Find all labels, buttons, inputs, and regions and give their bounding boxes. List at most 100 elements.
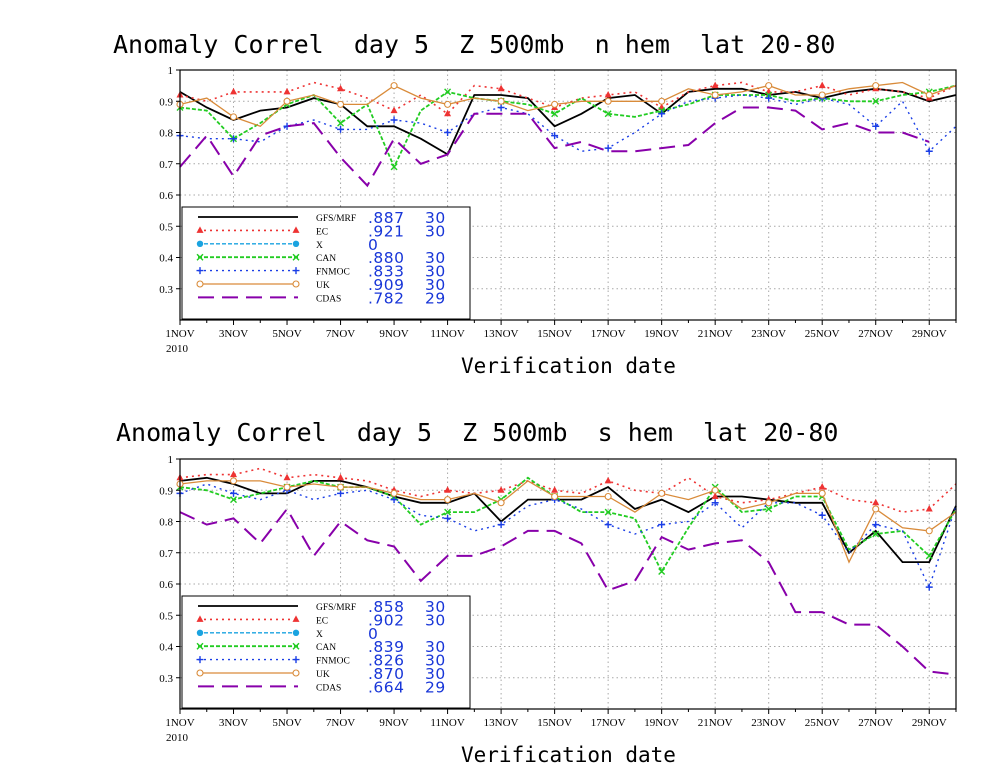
legend-series-name: UK xyxy=(316,670,330,680)
legend-mean-value: .870 xyxy=(368,665,405,683)
y-tick-label: 0.4 xyxy=(159,253,173,265)
data-point xyxy=(497,104,505,111)
x-tick-label: 9NOV xyxy=(379,328,408,340)
x-tick-label: 5NOV xyxy=(272,328,301,340)
data-point xyxy=(711,486,719,494)
x-tick-label: 19NOV xyxy=(644,328,679,340)
data-point xyxy=(925,505,933,512)
data-point xyxy=(444,514,452,522)
x-tick-label: 15NOV xyxy=(537,717,572,729)
x-tick-label: 9NOV xyxy=(379,717,408,729)
data-point xyxy=(925,91,933,99)
data-point xyxy=(765,94,773,102)
x-tick-label: 11NOV xyxy=(430,328,464,340)
series-line-uk xyxy=(179,81,957,128)
data-point xyxy=(765,505,773,513)
data-point xyxy=(658,97,666,105)
legend-series-name: GFS/MRF xyxy=(316,603,356,613)
series-line-gfs-mrf xyxy=(179,476,957,563)
data-point xyxy=(872,505,880,513)
legend-marker xyxy=(196,669,204,677)
legend: GFS/MRF .887 30 EC .921 30 X 0 CAN .880 30 FNMOC .83… xyxy=(181,206,471,320)
legend-series-name: CDAS xyxy=(316,294,341,304)
data-point xyxy=(497,486,505,493)
y-tick-label: 0.5 xyxy=(159,221,173,233)
legend-series-name: CAN xyxy=(316,254,336,264)
data-point xyxy=(925,527,933,535)
x-tick-label: 1NOV xyxy=(165,717,194,729)
y-tick-label: 0.8 xyxy=(159,128,173,140)
data-point xyxy=(604,476,612,484)
data-point xyxy=(390,489,398,497)
data-point xyxy=(818,81,826,89)
legend-series-name: EC xyxy=(316,616,328,626)
data-point xyxy=(711,499,719,507)
data-point xyxy=(337,489,345,497)
x-tick-label: 27NOV xyxy=(858,328,893,340)
x-axis-title: Verification date xyxy=(461,354,676,378)
x-axis-year-label: 2010 xyxy=(166,732,189,744)
data-point xyxy=(337,84,345,92)
data-point xyxy=(390,116,398,124)
data-point xyxy=(497,97,505,105)
data-point xyxy=(390,163,398,171)
x-tick-label: 1NOV xyxy=(165,328,194,340)
data-point xyxy=(551,132,559,140)
data-point xyxy=(497,84,505,92)
legend-mean-value: .833 xyxy=(368,263,405,281)
data-point xyxy=(765,499,773,507)
legend-mean-value: .664 xyxy=(368,678,405,696)
legend-count-value: 30 xyxy=(425,638,446,656)
legend: GFS/MRF .858 30 EC .902 30 X 0 CAN .839 30 FNMOC .82… xyxy=(181,595,471,709)
x-tick-label: 23NOV xyxy=(751,717,786,729)
legend-marker xyxy=(196,253,204,261)
y-tick-label: 0.6 xyxy=(159,190,173,202)
legend-count-value: 30 xyxy=(425,249,446,267)
y-tick-label: 1 xyxy=(168,65,174,77)
data-point xyxy=(283,473,291,481)
legend-mean-value: 0 xyxy=(368,625,378,643)
legend-marker xyxy=(196,642,204,650)
x-tick-label: 29NOV xyxy=(912,717,947,729)
data-point xyxy=(497,499,505,507)
data-point xyxy=(604,144,612,152)
x-tick-label: 19NOV xyxy=(644,717,679,729)
legend-mean-value: .782 xyxy=(368,289,405,307)
legend-marker xyxy=(196,615,204,622)
series-line-cdas xyxy=(179,507,957,676)
x-tick-label: 17NOV xyxy=(591,328,626,340)
legend-count-value: 29 xyxy=(425,289,446,307)
legend-count-value: 30 xyxy=(425,652,446,670)
y-tick-label: 0.9 xyxy=(159,485,173,497)
x-tick-label: 3NOV xyxy=(219,328,248,340)
legend-marker xyxy=(196,226,204,233)
x-tick-label: 21NOV xyxy=(698,717,733,729)
data-point xyxy=(337,100,345,108)
series-line-gfs-mrf xyxy=(179,87,957,156)
y-tick-label: 1 xyxy=(168,454,174,466)
y-tick-label: 0.8 xyxy=(159,517,173,529)
data-point xyxy=(604,508,612,516)
legend-marker xyxy=(292,656,300,664)
x-tick-label: 5NOV xyxy=(272,717,301,729)
legend-series-name: FNMOC xyxy=(316,268,350,278)
legend-marker xyxy=(292,615,300,622)
series-line-cdas xyxy=(179,106,930,188)
series-line-ec xyxy=(179,81,957,115)
y-tick-label: 0.4 xyxy=(159,642,173,654)
y-tick-label: 0.7 xyxy=(159,159,173,171)
y-axis-ticks: 1 0.9 0.8 0.7 0.6 0.5 0.4 0.3 xyxy=(159,65,180,296)
x-tick-label: 13NOV xyxy=(484,328,519,340)
legend-mean-value: .880 xyxy=(368,249,405,267)
data-point xyxy=(337,119,345,127)
x-tick-label: 25NOV xyxy=(805,328,840,340)
x-tick-label: 17NOV xyxy=(591,717,626,729)
data-point xyxy=(229,477,238,485)
data-point xyxy=(765,82,773,90)
data-point xyxy=(872,82,880,90)
data-point xyxy=(444,88,452,96)
legend-series-name: X xyxy=(316,630,323,640)
data-point xyxy=(283,87,291,95)
data-point xyxy=(230,496,238,504)
data-point xyxy=(658,568,666,575)
